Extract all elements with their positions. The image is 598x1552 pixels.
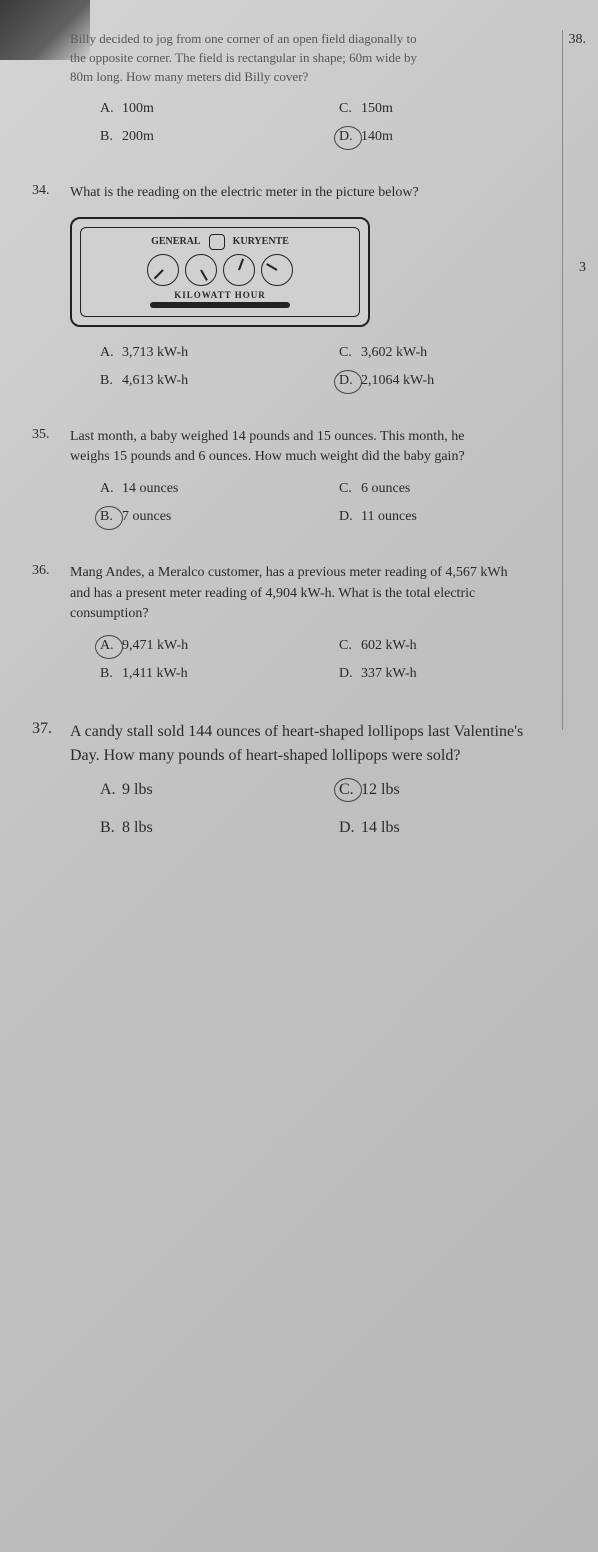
q36-opt-c: C.602 kW-h (339, 638, 578, 654)
question-35: 35. Last month, a baby weighed 14 pounds… (70, 427, 578, 526)
question-34: 34. What is the reading on the electric … (70, 183, 578, 389)
q37-number: 37. (32, 720, 52, 738)
meter-bar-icon (150, 302, 290, 308)
meter-brand-row: GENERAL KURYENTE (91, 234, 349, 250)
meter-logo-icon (209, 234, 225, 250)
q34-options: A.3,713 kW-h C.3,602 kW-h B.4,613 kW-h D… (70, 345, 578, 389)
q33-options: A.100m C.150m B.200m D.140m (70, 101, 578, 145)
q36-options: A.9,471 kW-h C.602 kW-h B.1,411 kW-h D.3… (70, 638, 578, 682)
dial-2 (185, 254, 217, 286)
q33-opt-d: D.140m (339, 129, 578, 145)
dial-3 (223, 254, 255, 286)
q36-opt-b: B.1,411 kW-h (100, 666, 339, 682)
dial-4 (261, 254, 293, 286)
worksheet-page: 38. 3 33. Billy decided to jog from one … (0, 0, 598, 1552)
q35-text: Last month, a baby weighed 14 pounds and… (70, 427, 490, 468)
q35-opt-a: A.14 ounces (100, 481, 339, 497)
q36-text: Mang Andes, a Meralco customer, has a pr… (70, 563, 510, 624)
q34-text: What is the reading on the electric mete… (70, 183, 470, 203)
q37-options: A.9 lbs C.12 lbs B.8 lbs D.14 lbs (70, 781, 578, 837)
meter-unit-label: KILOWATT HOUR (91, 290, 349, 300)
q33-opt-c: C.150m (339, 101, 578, 117)
q36-number: 36. (32, 563, 50, 579)
meter-inner: GENERAL KURYENTE KILOWATT HOUR (80, 227, 360, 317)
q34-opt-a: A.3,713 kW-h (100, 345, 339, 361)
q34-opt-b: B.4,613 kW-h (100, 373, 339, 389)
q35-number: 35. (32, 427, 50, 443)
q35-opt-b: B.7 ounces (100, 509, 339, 525)
q36-opt-a: A.9,471 kW-h (100, 638, 339, 654)
q37-opt-d: D.14 lbs (339, 819, 578, 837)
question-33: 33. Billy decided to jog from one corner… (70, 30, 578, 145)
q33-opt-b: B.200m (100, 129, 339, 145)
q34-number: 34. (32, 183, 50, 199)
q37-opt-c: C.12 lbs (339, 781, 578, 799)
electric-meter-diagram: GENERAL KURYENTE KILOWATT HOUR (70, 217, 370, 327)
q35-options: A.14 ounces C.6 ounces B.7 ounces D.11 o… (70, 481, 578, 525)
q35-opt-d: D.11 ounces (339, 509, 578, 525)
question-37: 37. A candy stall sold 144 ounces of hea… (70, 720, 578, 836)
q34-opt-d: D.2,1064 kW-h (339, 373, 578, 389)
q35-opt-c: C.6 ounces (339, 481, 578, 497)
dial-1 (147, 254, 179, 286)
scan-shadow (0, 0, 90, 60)
q36-opt-d: D.337 kW-h (339, 666, 578, 682)
question-36: 36. Mang Andes, a Meralco customer, has … (70, 563, 578, 682)
q37-text: A candy stall sold 144 ounces of heart-s… (70, 720, 550, 766)
meter-brand-left: GENERAL (151, 236, 200, 247)
q37-opt-b: B.8 lbs (100, 819, 339, 837)
q33-opt-a: A.100m (100, 101, 339, 117)
q37-opt-a: A.9 lbs (100, 781, 339, 799)
q33-text: Billy decided to jog from one corner of … (70, 30, 430, 87)
q34-opt-c: C.3,602 kW-h (339, 345, 578, 361)
meter-dials (91, 254, 349, 286)
side-label-3: 3 (579, 260, 586, 276)
meter-brand-right: KURYENTE (233, 236, 289, 247)
